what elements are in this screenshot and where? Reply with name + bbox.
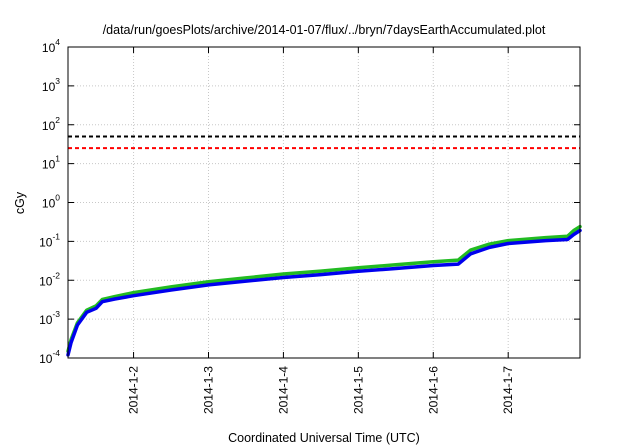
y-tick-label: 103 [42, 76, 60, 94]
y-tick-label: 104 [42, 37, 60, 55]
y-tick-label: 10-1 [39, 231, 60, 249]
y-axis: 10-4 10-3 10-2 10-1 100 101 102 103 104 [39, 37, 580, 366]
series-line-1 [66, 224, 582, 353]
series-line-2 [66, 228, 582, 357]
y-tick-label: 102 [42, 115, 60, 133]
chart-title: /data/run/goesPlots/archive/2014-01-07/f… [103, 23, 546, 37]
x-axis: 2014-1-2 2014-1-3 2014-1-4 2014-1-5 2014-1-6… [127, 47, 515, 414]
y-tick-label: 101 [42, 154, 60, 172]
x-tick-label: 2014-1-4 [276, 366, 290, 414]
y-tick-label: 100 [42, 193, 60, 211]
y-tick-label: 10-4 [39, 348, 60, 366]
x-tick-label: 2014-1-3 [201, 366, 215, 414]
threshold-lines [68, 135, 580, 150]
x-tick-label: 2014-1-7 [501, 366, 515, 414]
grid [68, 47, 580, 358]
x-tick-label: 2014-1-2 [127, 366, 141, 414]
x-tick-label: 2014-1-5 [351, 366, 365, 414]
y-axis-label: cGy [13, 191, 27, 214]
series-lines [66, 224, 582, 357]
y-tick-label: 10-2 [39, 270, 60, 288]
x-tick-label: 2014-1-6 [426, 366, 440, 414]
x-axis-label: Coordinated Universal Time (UTC) [228, 431, 420, 445]
y-tick-label: 10-3 [39, 309, 60, 327]
